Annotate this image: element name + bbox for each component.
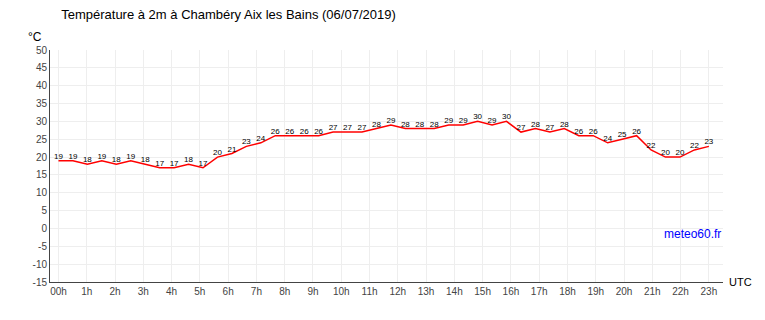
svg-text:5h: 5h [194,286,205,297]
svg-text:12h: 12h [389,286,406,297]
svg-text:21h: 21h [644,286,661,297]
svg-text:°C: °C [28,30,42,44]
svg-text:28: 28 [401,120,410,129]
svg-text:7h: 7h [251,286,262,297]
svg-text:22h: 22h [672,286,689,297]
svg-text:40: 40 [36,80,48,91]
svg-text:22: 22 [690,141,699,150]
svg-text:20: 20 [676,148,685,157]
svg-text:20: 20 [661,148,670,157]
svg-text:6h: 6h [223,286,234,297]
svg-text:26: 26 [285,127,294,136]
svg-text:27: 27 [517,123,526,132]
svg-text:25: 25 [618,130,627,139]
svg-text:26: 26 [300,127,309,136]
svg-text:26: 26 [589,127,598,136]
svg-text:50: 50 [36,45,48,56]
svg-text:26: 26 [574,127,583,136]
svg-text:meteo60.fr: meteo60.fr [664,227,721,241]
svg-text:28: 28 [430,120,439,129]
svg-text:30: 30 [473,112,482,121]
svg-text:Température à 2m à Chambéry Ai: Température à 2m à Chambéry Aix les Bain… [61,7,396,22]
svg-text:UTC: UTC [729,276,752,288]
svg-text:27: 27 [329,123,338,132]
svg-text:-5: -5 [38,241,47,252]
svg-text:17h: 17h [531,286,548,297]
svg-text:24: 24 [603,134,612,143]
svg-text:17: 17 [155,159,164,168]
svg-text:20: 20 [213,148,222,157]
svg-text:29: 29 [488,116,497,125]
svg-text:4h: 4h [166,286,177,297]
svg-text:18h: 18h [559,286,576,297]
svg-text:45: 45 [36,62,48,73]
svg-text:29: 29 [444,116,453,125]
svg-text:20h: 20h [616,286,633,297]
svg-text:3h: 3h [138,286,149,297]
svg-text:19: 19 [68,152,77,161]
svg-text:19: 19 [126,152,135,161]
svg-text:11h: 11h [362,286,378,297]
svg-text:00h: 00h [50,286,67,297]
svg-text:28: 28 [560,120,569,129]
svg-text:18: 18 [83,155,92,164]
svg-text:26: 26 [314,127,323,136]
svg-text:29: 29 [386,116,395,125]
svg-text:9h: 9h [307,286,318,297]
svg-text:19h: 19h [587,286,604,297]
svg-text:28: 28 [531,120,540,129]
svg-text:27: 27 [545,123,554,132]
svg-text:-10: -10 [33,259,48,270]
svg-text:28: 28 [372,120,381,129]
svg-text:17: 17 [199,159,208,168]
svg-text:1h: 1h [81,286,92,297]
svg-text:0: 0 [41,223,47,234]
svg-text:30: 30 [502,112,511,121]
svg-text:27: 27 [343,123,352,132]
svg-text:19: 19 [54,152,63,161]
svg-text:24: 24 [256,134,265,143]
svg-text:30: 30 [36,116,48,127]
svg-text:18: 18 [184,155,193,164]
svg-text:17: 17 [170,159,179,168]
svg-text:23: 23 [242,137,251,146]
svg-text:8h: 8h [279,286,290,297]
svg-text:19: 19 [97,152,106,161]
svg-text:15: 15 [36,169,48,180]
svg-text:21: 21 [227,145,236,154]
svg-text:10h: 10h [333,286,350,297]
svg-text:28: 28 [415,120,424,129]
svg-text:26: 26 [271,127,280,136]
svg-text:20: 20 [36,152,48,163]
svg-text:13h: 13h [418,286,435,297]
svg-text:23h: 23h [701,286,718,297]
svg-text:18: 18 [112,155,121,164]
svg-text:22: 22 [647,141,656,150]
svg-text:35: 35 [36,98,48,109]
svg-text:14h: 14h [446,286,463,297]
svg-text:5: 5 [41,205,47,216]
svg-text:27: 27 [358,123,367,132]
svg-text:23: 23 [704,137,713,146]
svg-text:25: 25 [36,134,48,145]
svg-text:2h: 2h [109,286,120,297]
svg-text:16h: 16h [503,286,520,297]
svg-text:29: 29 [459,116,468,125]
svg-text:18: 18 [141,155,150,164]
svg-text:15h: 15h [474,286,491,297]
svg-text:10: 10 [36,187,48,198]
svg-text:-15: -15 [33,277,48,288]
svg-text:26: 26 [632,127,641,136]
